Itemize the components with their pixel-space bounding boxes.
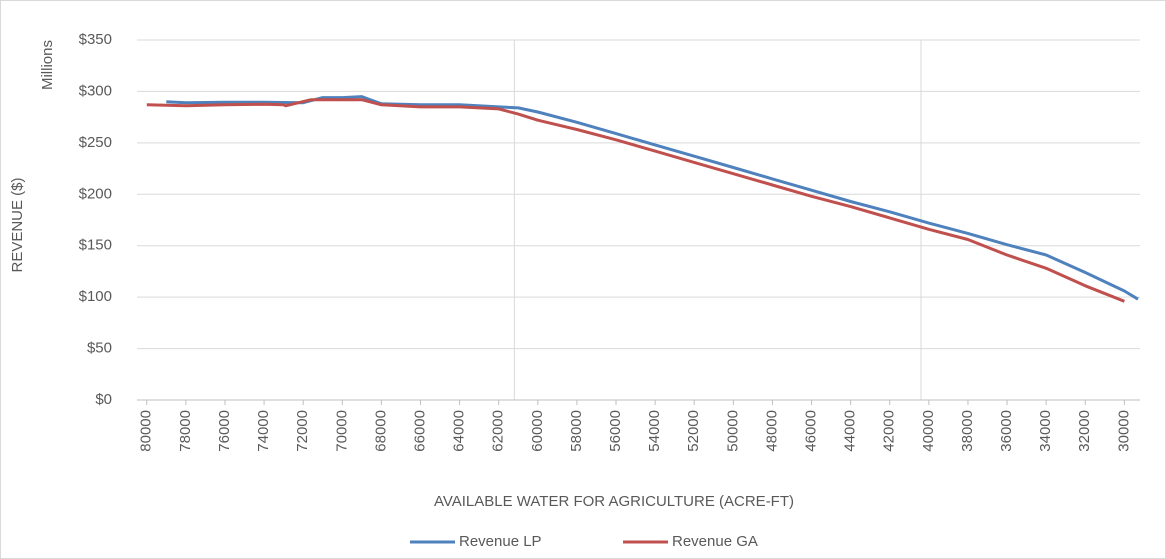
- x-tick-label: 74000: [255, 410, 272, 452]
- x-tick-label: 56000: [607, 410, 624, 452]
- x-tick-label: 46000: [803, 410, 820, 452]
- x-tick-label: 70000: [333, 410, 350, 452]
- x-tick-label: 36000: [998, 410, 1015, 452]
- x-tick-label: 34000: [1037, 410, 1054, 452]
- x-tick-label: 54000: [646, 410, 663, 452]
- x-tick-label: 44000: [842, 410, 859, 452]
- y-tick-label: $150: [79, 237, 112, 254]
- legend-label: Revenue LP: [459, 533, 542, 550]
- y-tick-label: $250: [79, 134, 112, 151]
- y-tick-label: $350: [79, 31, 112, 48]
- y-axis-unit: Millions: [39, 40, 56, 90]
- x-tick-label: 42000: [881, 410, 898, 452]
- x-tick-label: 62000: [490, 410, 507, 452]
- x-tick-label: 68000: [372, 410, 389, 452]
- series-line: [146, 98, 1125, 303]
- x-tick-label: 38000: [959, 410, 976, 452]
- x-tick-label: 40000: [920, 410, 937, 452]
- x-tick-label: 52000: [685, 410, 702, 452]
- x-tick-label: 64000: [451, 410, 468, 452]
- x-tick-label: 66000: [411, 410, 428, 452]
- y-tick-label: $200: [79, 185, 112, 202]
- x-tick-label: 50000: [724, 410, 741, 452]
- x-tick-label: 80000: [138, 410, 155, 452]
- x-tick-label: 78000: [177, 410, 194, 452]
- y-tick-label: $300: [79, 82, 112, 99]
- x-tick-label: 60000: [529, 410, 546, 452]
- y-tick-label: $0: [95, 391, 112, 408]
- x-tick-label: 30000: [1115, 410, 1132, 452]
- x-tick-label: 76000: [216, 410, 233, 452]
- x-tick-label: 48000: [763, 410, 780, 452]
- y-tick-label: $100: [79, 288, 112, 305]
- x-axis-label: AVAILABLE WATER FOR AGRICULTURE (ACRE-FT…: [434, 493, 794, 510]
- x-tick-label: 72000: [294, 410, 311, 452]
- legend-label: Revenue GA: [672, 533, 758, 550]
- y-tick-label: $50: [87, 340, 112, 357]
- x-tick-label: 58000: [568, 410, 585, 452]
- y-axis-label: REVENUE ($): [9, 177, 26, 272]
- x-tick-label: 32000: [1076, 410, 1093, 452]
